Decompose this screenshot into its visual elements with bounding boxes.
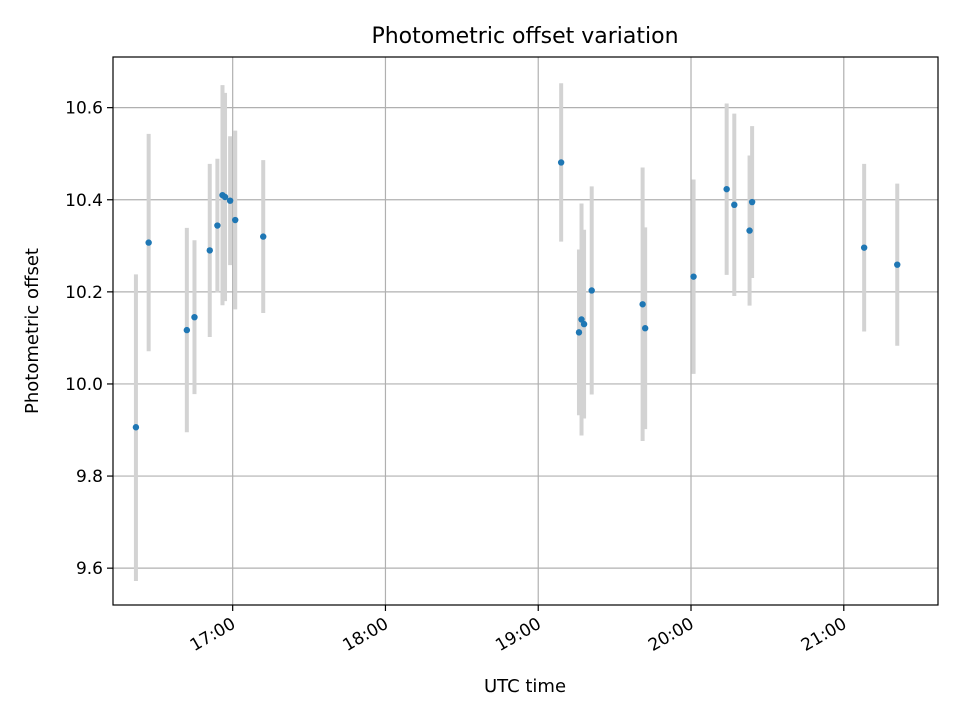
data-point bbox=[690, 273, 697, 280]
y-tick-label: 9.6 bbox=[76, 559, 103, 579]
data-point bbox=[145, 239, 152, 246]
y-tick-label: 10.6 bbox=[65, 99, 103, 119]
data-point bbox=[221, 193, 229, 201]
plot-area bbox=[113, 57, 938, 605]
data-point bbox=[588, 287, 595, 294]
y-axis-label: Photometric offset bbox=[22, 248, 43, 414]
data-point bbox=[214, 222, 221, 229]
x-axis-label: UTC time bbox=[484, 676, 566, 697]
data-points bbox=[132, 159, 901, 431]
data-point bbox=[206, 247, 213, 254]
data-point bbox=[860, 244, 868, 251]
grid bbox=[113, 57, 938, 605]
data-point bbox=[723, 185, 730, 193]
plot-frame bbox=[112, 56, 939, 606]
data-point bbox=[226, 197, 234, 204]
data-point bbox=[641, 325, 649, 332]
y-tick-label: 10.2 bbox=[65, 283, 103, 303]
data-point bbox=[746, 227, 753, 234]
y-axis: 9.6 9.8 10.0 10.2 10.4 10.6 bbox=[65, 99, 113, 579]
y-tick-label: 10.0 bbox=[65, 375, 103, 395]
data-point bbox=[557, 159, 565, 166]
data-point bbox=[575, 329, 583, 336]
chart-title: Photometric offset variation bbox=[371, 24, 678, 49]
data-point bbox=[639, 301, 646, 308]
y-tick-label: 10.4 bbox=[65, 191, 103, 211]
data-point bbox=[580, 320, 588, 328]
data-point bbox=[731, 201, 738, 209]
y-tick-label: 9.8 bbox=[76, 467, 103, 487]
data-point bbox=[183, 326, 191, 334]
data-point bbox=[132, 424, 140, 431]
data-point bbox=[894, 261, 901, 268]
data-point bbox=[232, 216, 239, 224]
data-point bbox=[260, 233, 267, 240]
data-point bbox=[191, 313, 198, 321]
data-point bbox=[748, 198, 756, 206]
